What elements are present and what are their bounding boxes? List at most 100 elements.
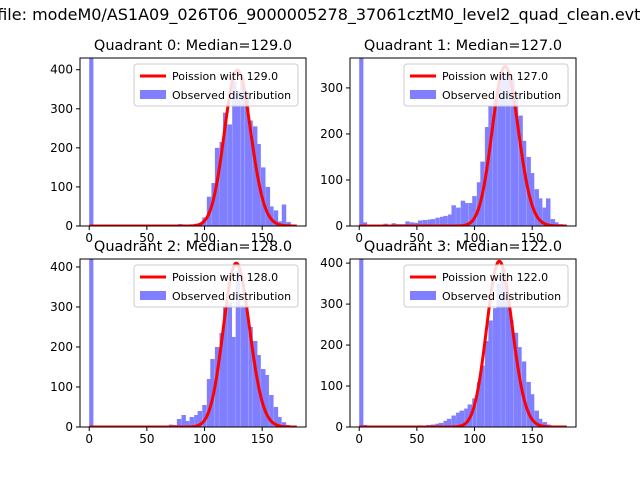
histogram-bar	[89, 58, 94, 226]
legend-box	[133, 264, 299, 308]
x-tick-label: 0	[355, 432, 363, 446]
histogram-bar	[443, 215, 448, 226]
x-tick-label: 150	[521, 432, 544, 446]
x-tick-label: 150	[521, 231, 544, 245]
y-tick-label: 200	[320, 127, 343, 141]
y-tick-label: 100	[320, 173, 343, 187]
histogram-bar	[460, 200, 466, 226]
histogram-bar	[488, 320, 493, 427]
histogram-bar	[537, 418, 543, 427]
histogram-bar	[235, 91, 241, 226]
histogram-bar	[231, 337, 236, 427]
histogram-bar	[181, 415, 186, 427]
histogram-bar	[513, 332, 519, 427]
figure-title: n file: modeM0/AS1A09_026T06_9000005278_…	[0, 5, 640, 24]
histogram-bar	[281, 204, 287, 226]
histogram-bar	[505, 74, 511, 226]
y-tick-label: 300	[320, 297, 343, 311]
y-tick-label: 300	[50, 102, 73, 116]
histogram-bar	[488, 106, 493, 226]
histogram-bar	[243, 307, 249, 427]
legend-label-observed: Observed distribution	[172, 89, 291, 102]
y-tick-label: 200	[320, 338, 343, 352]
x-tick-label: 50	[139, 231, 154, 245]
x-tick-label: 100	[463, 231, 486, 245]
histogram-bar	[438, 422, 444, 427]
histogram-bar	[252, 341, 258, 427]
y-tick-label: 400	[320, 256, 343, 270]
histogram-bar	[261, 369, 266, 427]
axes-frame	[79, 57, 307, 227]
axes-frame	[349, 258, 577, 428]
legend: Poission with 129.0 Observed distribution	[133, 63, 299, 107]
histogram-bar	[472, 398, 477, 427]
histogram-bar	[492, 308, 498, 427]
histogram-bar	[248, 327, 253, 427]
histogram-bar	[537, 198, 543, 226]
subplot-quadrant-3: 0 50 100 150 0 100 200 300 400 Quadrant 3: Median…	[320, 239, 577, 446]
histogram-bar	[510, 78, 515, 226]
y-tick-label: 400	[50, 63, 73, 77]
histogram-bar	[235, 271, 241, 427]
histogram-bar	[422, 220, 428, 226]
histogram-bar	[456, 207, 461, 226]
axes-frame	[349, 57, 577, 227]
histogram-bar	[264, 375, 269, 427]
histogram-bar	[359, 58, 364, 226]
histogram-bar	[219, 333, 224, 427]
histogram-bar	[211, 183, 216, 226]
x-tick-label: 0	[355, 231, 363, 245]
x-tick-label: 50	[409, 231, 424, 245]
x-tick-label: 50	[409, 432, 424, 446]
histogram-bar	[89, 259, 94, 427]
legend-label-poisson: Poission with 128.0	[172, 271, 278, 284]
histogram-bar	[518, 115, 523, 226]
y-tick-label: 100	[50, 380, 73, 394]
histogram-bar	[214, 347, 220, 427]
legend: Poission with 127.0 Observed distribution	[403, 63, 569, 107]
legend-bar-swatch	[140, 90, 166, 99]
histogram-bar	[277, 417, 282, 427]
x-tick-label: 150	[251, 231, 274, 245]
y-tick-label: 0	[65, 420, 73, 434]
x-tick-label: 100	[193, 432, 216, 446]
legend-label-observed: Observed distribution	[442, 290, 561, 303]
poisson-curve	[358, 259, 568, 427]
x-tick-label: 0	[85, 432, 93, 446]
plot-area	[358, 58, 568, 226]
legend-label-poisson: Poission with 127.0	[442, 70, 548, 83]
legend-label-observed: Observed distribution	[172, 290, 291, 303]
histogram-bar	[542, 207, 548, 226]
histogram-bar	[286, 222, 291, 226]
histogram-bar	[198, 224, 204, 226]
legend-label-observed: Observed distribution	[442, 89, 561, 102]
y-tick-label: 300	[50, 300, 73, 314]
histogram-bar	[526, 381, 531, 427]
histogram-bar	[184, 421, 190, 427]
histogram-bar	[472, 196, 477, 226]
subplot-title: Quadrant 3: Median=122.0	[364, 239, 562, 255]
histogram-bar	[456, 412, 461, 427]
histogram-bar	[409, 222, 415, 226]
histogram-bar	[269, 206, 274, 226]
histogram-bar	[468, 202, 474, 226]
legend-box	[403, 63, 569, 107]
y-tick-label: 300	[320, 81, 343, 95]
subplot-quadrant-1: 0 50 100 150 0 100 200 300 Quadrant 1: Median=12…	[320, 38, 577, 245]
histogram-bar	[189, 417, 194, 427]
histogram-bar	[222, 112, 228, 226]
histogram-bar	[176, 419, 182, 427]
histogram-bar	[418, 220, 423, 226]
histogram-bar	[443, 420, 448, 427]
histogram-bar	[509, 320, 514, 427]
histogram-bar	[202, 405, 207, 427]
histogram-bar	[451, 415, 456, 427]
histogram-bar	[244, 91, 250, 226]
y-tick-label: 0	[335, 420, 343, 434]
subplot-quadrant-2: 0 50 100 150 0 100 200 300 400 Quadrant 2: Median…	[50, 239, 307, 446]
legend-box	[133, 63, 299, 107]
histogram-bar	[480, 365, 485, 427]
histogram-bar	[542, 422, 548, 427]
histogram-bar	[492, 99, 498, 226]
legend-bar-swatch	[410, 291, 436, 300]
